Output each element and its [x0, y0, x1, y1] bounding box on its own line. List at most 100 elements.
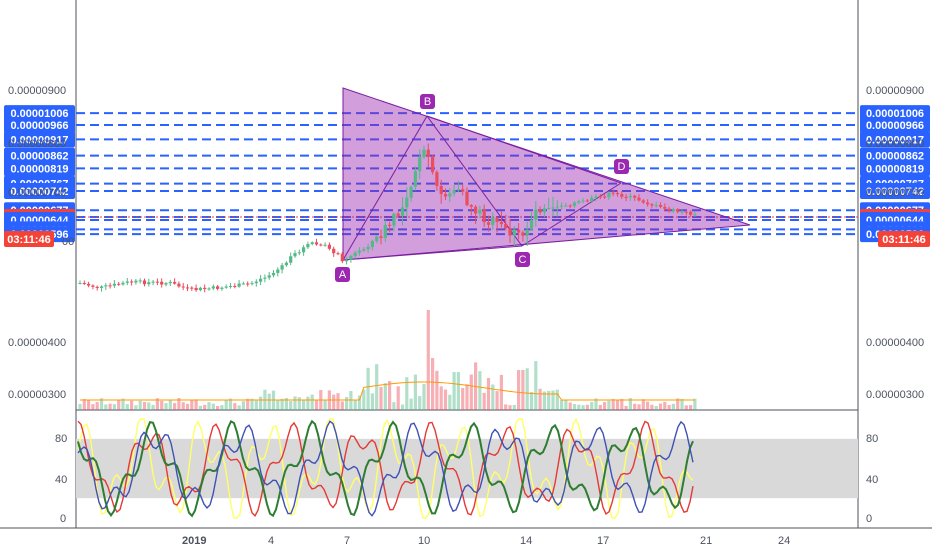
- candle-body-22: [173, 281, 177, 284]
- volume-bar-23: [177, 398, 181, 410]
- volume-bar-143: [693, 398, 697, 410]
- volume-bar-44: [267, 393, 271, 410]
- volume-bar-78: [413, 374, 417, 410]
- candle-body-141: [684, 211, 688, 213]
- candle-body-114: [568, 205, 572, 207]
- countdown-tag-right: 03:11:46: [882, 234, 925, 246]
- pattern-triangle: [342, 87, 751, 261]
- candle-body-84: [439, 185, 443, 195]
- volume-bar-4: [95, 402, 99, 410]
- pattern-point-b: B: [420, 94, 435, 109]
- volume-bar-124: [611, 399, 615, 410]
- candle-body-95: [486, 222, 491, 225]
- candle-body-57: [323, 244, 327, 246]
- candle-body-73: [392, 213, 396, 226]
- volume-bar-11: [125, 404, 129, 410]
- price-tick-0.000009: 0.00000900: [8, 85, 66, 97]
- x-tick-17: 17: [597, 535, 609, 547]
- osc-line-0: [77, 417, 694, 519]
- volume-bar-131: [641, 399, 645, 410]
- volume-bar-108: [542, 391, 546, 410]
- volume-bar-26: [190, 400, 194, 410]
- candle-body-37: [237, 283, 241, 287]
- volume-bar-132: [646, 401, 650, 410]
- candle-body-32: [216, 286, 220, 289]
- osc-axis-label-right-80: 80: [866, 433, 878, 445]
- candle-body-31: [211, 286, 215, 289]
- candle-body-111: [555, 206, 559, 208]
- candle-body-126: [620, 194, 624, 197]
- candle-body-58: [327, 244, 331, 249]
- candle-body-105: [529, 219, 534, 230]
- volume-bar-129: [633, 403, 637, 410]
- candle-body-78: [413, 171, 417, 187]
- volume-bar-123: [607, 400, 611, 410]
- volume-bar-73: [392, 402, 396, 410]
- volume-axis-label-right-1: 0.00000400: [866, 337, 924, 349]
- price-tag-left-6-bg: [4, 183, 75, 200]
- volume-bar-101: [512, 404, 516, 410]
- candle-body-136: [663, 206, 667, 209]
- price-tag-right-1: 0.00000966: [866, 120, 924, 132]
- volume-bar-130: [637, 404, 641, 410]
- volume-bar-119: [590, 401, 594, 410]
- candle-body-14: [138, 280, 142, 282]
- candle-body-131: [641, 200, 645, 203]
- osc-line-2: [77, 419, 694, 518]
- candle-body-52: [302, 247, 306, 253]
- x-tick-10: 10: [418, 535, 430, 547]
- candle-body-97: [495, 217, 499, 222]
- candle-body-68: [370, 241, 374, 247]
- candle-body-76: [405, 197, 409, 208]
- volume-bar-113: [564, 399, 568, 410]
- volume-bar-107: [538, 388, 542, 410]
- candle-body-116: [577, 201, 581, 203]
- candle-body-139: [676, 209, 680, 212]
- volume-bar-126: [620, 399, 624, 410]
- volume-bar-98: [499, 374, 503, 410]
- candle-body-83: [435, 172, 439, 186]
- candle-body-59: [332, 248, 336, 254]
- osc-axis-label-right-40: 40: [866, 474, 878, 486]
- candle-body-50: [293, 253, 297, 257]
- x-tick-7: 7: [344, 535, 350, 547]
- candle-body-79: [418, 157, 422, 172]
- candle-body-132: [646, 202, 650, 205]
- candle-body-121: [598, 196, 602, 198]
- volume-bar-50: [293, 396, 297, 410]
- price-tag-right-2: 0.00000917: [866, 134, 924, 146]
- candle-body-71: [383, 224, 387, 239]
- volume-bar-0: [78, 404, 82, 410]
- volume-axis-label-left-1: 0.00000400: [8, 337, 66, 349]
- volume-bar-40: [250, 398, 254, 410]
- candle-body-55: [314, 242, 319, 245]
- volume-bar-60: [336, 393, 340, 410]
- volume-bar-16: [147, 402, 151, 410]
- volume-bar-99: [504, 404, 508, 410]
- candle-body-53: [306, 244, 310, 248]
- volume-bar-87: [452, 372, 456, 410]
- price-tag-left-1: 0.00000966: [10, 120, 68, 132]
- candle-body-104: [525, 229, 529, 236]
- candle-body-29: [203, 287, 207, 289]
- candle-body-21: [168, 281, 172, 284]
- volume-bar-15: [142, 402, 147, 410]
- x-tick-4: 4: [268, 535, 274, 547]
- candle-body-12: [130, 281, 134, 283]
- volume-bar-12: [130, 400, 134, 410]
- volume-bar-36: [233, 403, 237, 410]
- x-tick-2019: 2019: [182, 535, 206, 547]
- candle-body-1: [82, 282, 86, 284]
- volume-bar-53: [306, 396, 310, 410]
- candle-body-0: [78, 282, 82, 284]
- volume-bar-104: [525, 368, 529, 410]
- candle-body-106: [534, 209, 538, 220]
- candle-body-2: [87, 283, 91, 286]
- volume-bar-29: [203, 404, 207, 410]
- candle-body-35: [228, 286, 233, 288]
- volume-bar-127: [624, 405, 628, 410]
- volume-bar-46: [276, 399, 280, 410]
- candle-body-66: [362, 249, 366, 251]
- volume-bar-105: [529, 391, 534, 410]
- volume-bar-34: [224, 399, 228, 410]
